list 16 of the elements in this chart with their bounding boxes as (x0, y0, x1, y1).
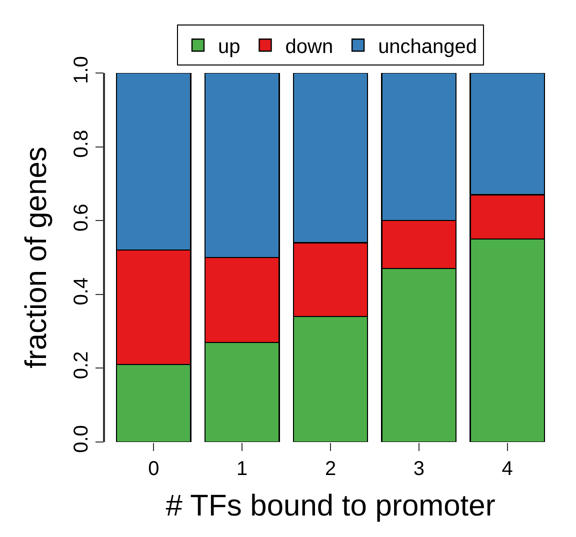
y-tick-label: 1.0 (70, 56, 92, 84)
y-tick-label: 0.0 (70, 425, 92, 453)
x-tick-label: 2 (324, 458, 336, 480)
legend-label: down (285, 36, 334, 58)
y-tick-label: 0.2 (70, 351, 92, 380)
legend-label: up (218, 36, 240, 58)
x-tick-label: 1 (236, 458, 248, 480)
legend-label: unchanged (378, 36, 478, 58)
x-tick-label: 4 (502, 458, 513, 480)
x-axis-title: # TFs bound to promoter (166, 490, 496, 522)
y-tick-label: 0.4 (70, 277, 92, 306)
y-tick-label: 0.6 (70, 204, 92, 232)
x-tick-label: 0 (148, 458, 160, 480)
x-tick-label: 3 (413, 458, 424, 480)
y-tick-label: 0.8 (70, 130, 92, 158)
y-axis-title: fraction of genes (20, 146, 53, 368)
